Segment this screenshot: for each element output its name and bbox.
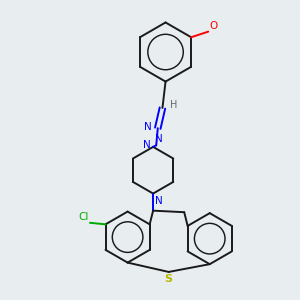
Text: H: H	[170, 100, 178, 110]
Text: S: S	[165, 274, 173, 284]
Text: N: N	[155, 196, 162, 206]
Text: Cl: Cl	[78, 212, 88, 222]
Text: N: N	[143, 140, 151, 150]
Text: N: N	[144, 122, 152, 132]
Text: O: O	[209, 21, 218, 31]
Text: N: N	[155, 134, 162, 144]
